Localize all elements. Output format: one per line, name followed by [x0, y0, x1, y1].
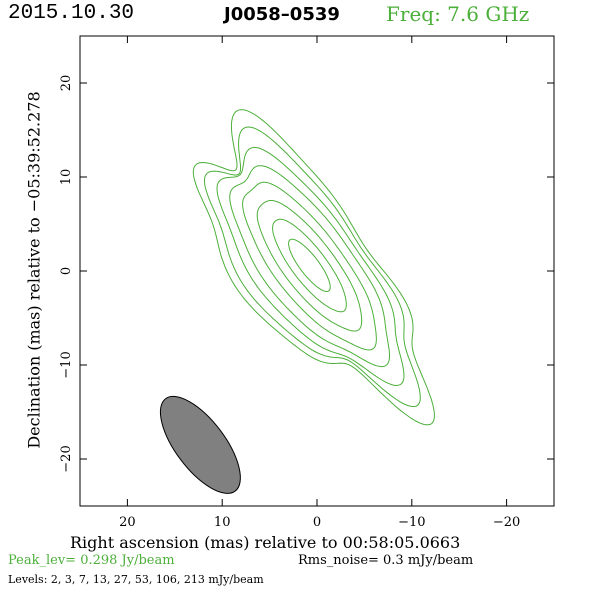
plot-frame — [79, 35, 555, 507]
peak-level: Peak_lev= 0.298 Jy/beam — [8, 553, 175, 568]
contour-level-3 — [216, 146, 405, 387]
x-axis-label: Right ascension (mas) relative to 00:58:… — [70, 533, 461, 552]
contours — [192, 109, 435, 426]
y-tick-label: −20 — [59, 445, 74, 472]
contour-level-4 — [229, 165, 390, 368]
y-tick-label: 20 — [59, 75, 74, 92]
y-tick-label: 10 — [59, 169, 74, 186]
y-tick-label: 0 — [59, 267, 74, 275]
x-tick-label: 10 — [214, 515, 231, 530]
x-tick-label: 20 — [119, 515, 136, 530]
restoring-beam — [159, 395, 241, 494]
contour-level-5 — [242, 181, 377, 351]
frequency-label: Freq: 7.6 GHz — [386, 2, 530, 26]
axis-ticks — [80, 36, 554, 506]
observation-date: 2015.10.30 — [8, 2, 135, 25]
tick-labels: 20 10 0 −10 −20 20 10 0 −10 −20 — [59, 75, 520, 530]
rms-noise: Rms_noise= 0.3 mJy/beam — [298, 553, 474, 568]
contour-level-1 — [192, 109, 435, 426]
y-tick-label: −10 — [59, 351, 74, 378]
contour-level-2 — [204, 126, 421, 408]
beam-layer — [159, 395, 241, 494]
contour-level-7 — [272, 218, 347, 313]
source-name: J0058–0539 — [224, 4, 340, 25]
x-tick-label: −20 — [493, 515, 520, 530]
contour-levels: Levels: 2, 3, 7, 13, 27, 53, 106, 213 mJ… — [8, 573, 264, 586]
contour-level-6 — [256, 200, 363, 332]
x-tick-label: −10 — [398, 515, 425, 530]
contour-level-8 — [288, 238, 331, 292]
y-axis-label: Declination (mas) relative to −05:39:52.… — [24, 91, 44, 449]
x-tick-label: 0 — [313, 515, 321, 530]
